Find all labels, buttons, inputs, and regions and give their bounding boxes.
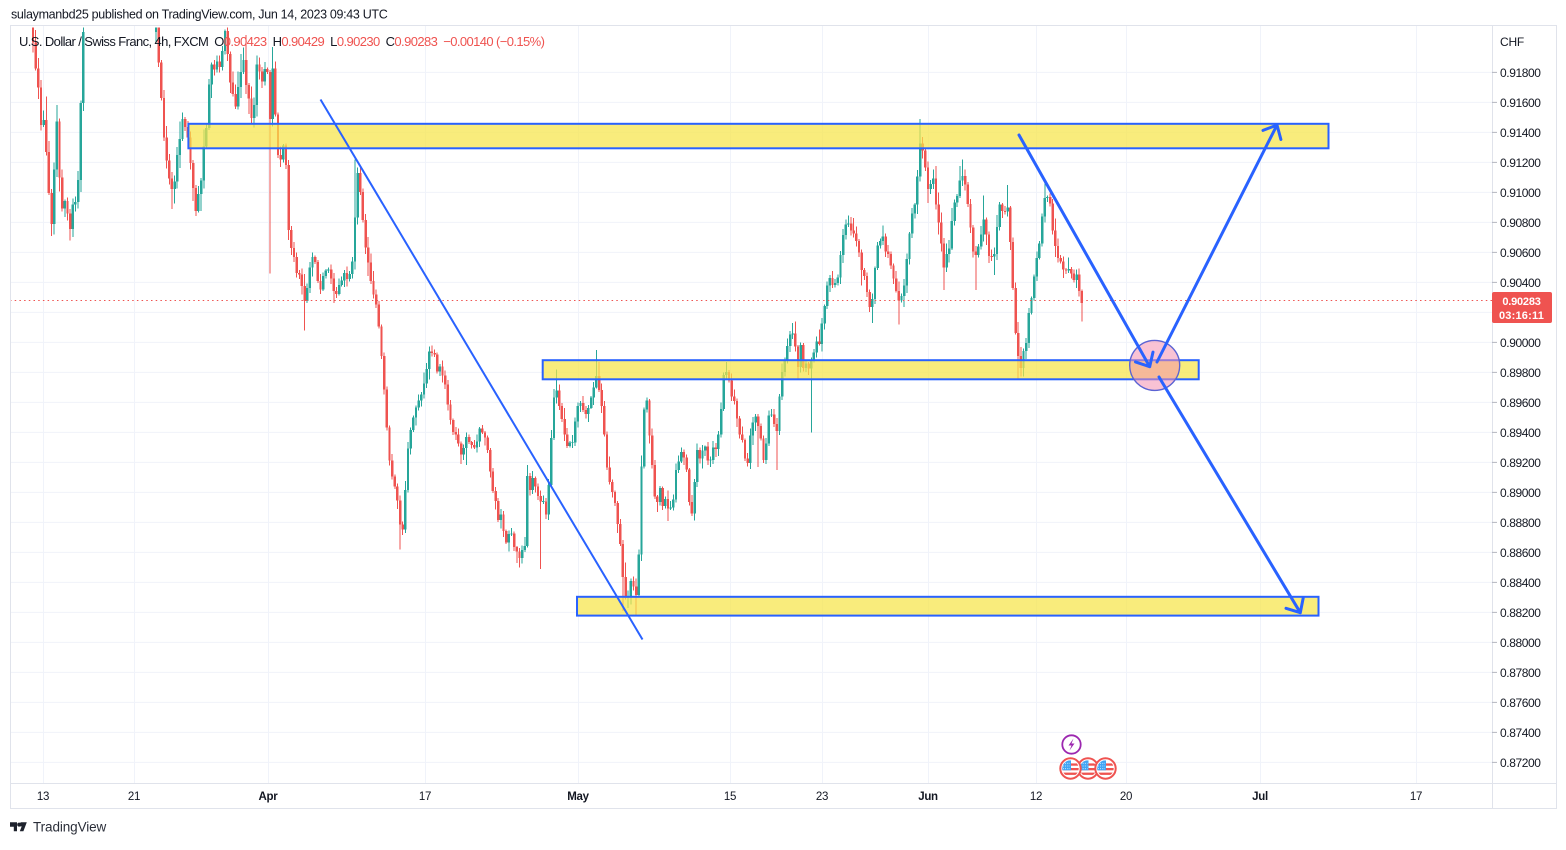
svg-text:Jul: Jul — [1252, 791, 1268, 803]
svg-text:0.89200: 0.89200 — [1500, 456, 1541, 470]
svg-text:0.88400: 0.88400 — [1500, 576, 1541, 590]
svg-text:0.89800: 0.89800 — [1500, 366, 1541, 380]
svg-text:23: 23 — [816, 791, 828, 803]
svg-text:0.88800: 0.88800 — [1500, 516, 1541, 530]
svg-text:Jun: Jun — [918, 791, 938, 803]
svg-text:sulaymanbd25 published on Trad: sulaymanbd25 published on TradingView.co… — [11, 8, 388, 22]
svg-text:20: 20 — [1120, 791, 1132, 803]
svg-text:0.90400: 0.90400 — [1500, 276, 1541, 290]
svg-text:Apr: Apr — [259, 791, 279, 803]
svg-text:0.91600: 0.91600 — [1500, 96, 1541, 110]
svg-text:CHF: CHF — [1500, 35, 1524, 49]
svg-text:0.90283: 0.90283 — [1502, 296, 1540, 308]
svg-text:0.88200: 0.88200 — [1500, 606, 1541, 620]
svg-text:0.88000: 0.88000 — [1500, 636, 1541, 650]
svg-text:0.89000: 0.89000 — [1500, 486, 1541, 500]
svg-text:0.87800: 0.87800 — [1500, 666, 1541, 680]
svg-text:0.89600: 0.89600 — [1500, 396, 1541, 410]
svg-text:0.91200: 0.91200 — [1500, 156, 1541, 170]
svg-text:0.91800: 0.91800 — [1500, 66, 1541, 80]
svg-text:0.91000: 0.91000 — [1500, 186, 1541, 200]
svg-text:0.90800: 0.90800 — [1500, 216, 1541, 230]
svg-text:12: 12 — [1030, 791, 1042, 803]
svg-text:TradingView: TradingView — [33, 820, 107, 835]
svg-text:03:16:11: 03:16:11 — [1499, 310, 1544, 322]
svg-text:17: 17 — [1410, 791, 1422, 803]
svg-text:17: 17 — [419, 791, 431, 803]
svg-text:May: May — [567, 791, 589, 803]
svg-text:0.87200: 0.87200 — [1500, 756, 1541, 770]
svg-text:0.87600: 0.87600 — [1500, 696, 1541, 710]
svg-text:0.90600: 0.90600 — [1500, 246, 1541, 260]
svg-text:0.90000: 0.90000 — [1500, 336, 1541, 350]
svg-text:0.88600: 0.88600 — [1500, 546, 1541, 560]
svg-text:0.89400: 0.89400 — [1500, 426, 1541, 440]
svg-text:13: 13 — [37, 791, 49, 803]
svg-text:0.87400: 0.87400 — [1500, 726, 1541, 740]
svg-text:0.91400: 0.91400 — [1500, 126, 1541, 140]
svg-text:15: 15 — [724, 791, 736, 803]
svg-text:U.S. Dollar / Swiss Franc, 4h,: U.S. Dollar / Swiss Franc, 4h, FXCM O0.9… — [19, 34, 545, 49]
svg-text:21: 21 — [128, 791, 140, 803]
